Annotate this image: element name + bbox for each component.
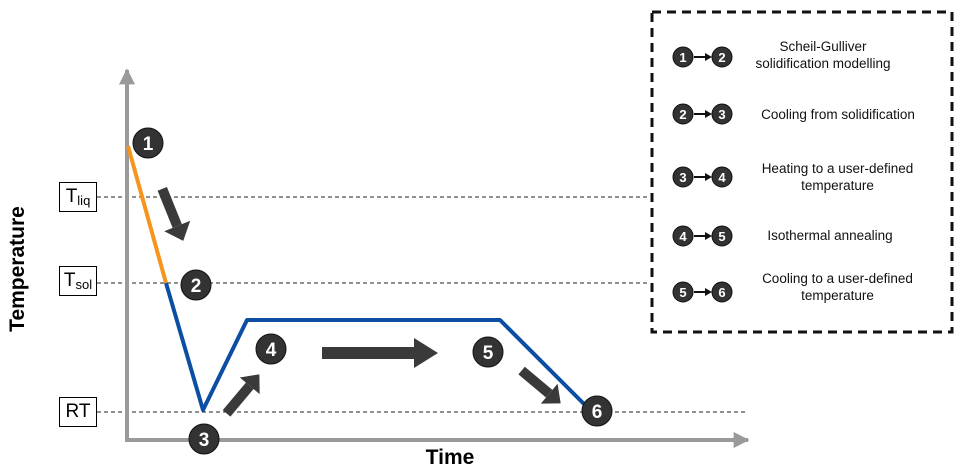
- tliq-label-sub: liq: [77, 193, 91, 208]
- legend-item-3-to-marker-label: 4: [718, 170, 726, 185]
- legend-icons: 1 2 2 3 3 4 4 5 5 6: [672, 46, 733, 303]
- legend-text-3: Heating to a user-defined temperature: [761, 161, 914, 193]
- arrow-final-cooling: [518, 366, 561, 404]
- legend-item-5-to-marker-label: 6: [718, 285, 725, 300]
- arrow-annealing: [322, 338, 438, 368]
- stage-marker-4: 4: [255, 333, 287, 365]
- tsol-label: Tsol: [59, 266, 97, 296]
- stage-marker-1: 1: [132, 127, 164, 159]
- stage-marker-6-label: 6: [592, 402, 603, 423]
- rt-label-main: RT: [65, 401, 91, 422]
- y-axis-title: Temperature: [6, 206, 29, 332]
- legend-text-2: Cooling from solidification: [761, 107, 915, 122]
- legend-item-5-from-marker: [672, 281, 694, 303]
- stage-marker-5: 5: [472, 336, 504, 368]
- legend-text-5: Cooling to a user-defined temperature: [762, 271, 913, 303]
- legend-item-1-to-marker: [711, 46, 733, 68]
- legend-item-2-from-marker: [672, 103, 694, 125]
- legend-item-2-arrow-head: [705, 110, 712, 118]
- legend-item-2-from-marker-label: 2: [679, 107, 686, 122]
- legend-item-4-from-marker-label: 4: [679, 229, 687, 244]
- legend-item-3-from-marker: [672, 166, 694, 188]
- thermal-process-line: [164, 282, 592, 412]
- stage-marker-6: 6: [581, 395, 613, 427]
- legend-item-5-from-marker-label: 5: [679, 285, 686, 300]
- tsol-label-main: T: [63, 270, 76, 291]
- legend-text-1: Scheil-Gulliver solidification modelling: [755, 39, 891, 71]
- tsol-label-sub: sol: [75, 277, 93, 292]
- stage-marker-2: 2: [180, 269, 212, 301]
- legend-item-1-from-marker-label: 1: [679, 50, 686, 65]
- arrow-cooling-from-liquid: [157, 187, 191, 241]
- stage-marker-1-label: 1: [143, 134, 154, 155]
- tliq-label: Tliq: [59, 182, 97, 212]
- tliq-label-main: T: [65, 186, 78, 207]
- legend-item-3-from-marker-label: 3: [679, 170, 686, 185]
- legend-item-4-from-marker: [672, 225, 694, 247]
- legend-item-1-arrow-head: [705, 53, 712, 61]
- legend-item-1-to-marker-label: 2: [718, 50, 725, 65]
- solidification-segment: [126, 145, 168, 284]
- legend-item-4-arrow-head: [705, 232, 712, 240]
- legend-item-4-to-marker-label: 5: [718, 229, 725, 244]
- legend-item-5-to-marker: [711, 281, 733, 303]
- rt-label: RT: [59, 397, 97, 427]
- legend-item-3-arrow-head: [705, 173, 712, 181]
- legend-item-1-from-marker: [672, 46, 694, 68]
- stage-marker-4-label: 4: [266, 340, 277, 361]
- stage-marker-3-label: 3: [199, 430, 210, 451]
- stage-marker-5-label: 5: [483, 343, 494, 364]
- legend-item-2-to-marker: [711, 103, 733, 125]
- legend-item-5-arrow-head: [705, 288, 712, 296]
- x-axis-title: Time: [425, 446, 475, 469]
- stage-marker-2-label: 2: [191, 276, 202, 297]
- arrow-heating: [222, 374, 260, 417]
- legend-text-4: Isothermal annealing: [767, 228, 893, 243]
- legend-item-4-to-marker: [711, 225, 733, 247]
- legend-box: [650, 10, 954, 334]
- legend-item-2-to-marker-label: 3: [718, 107, 725, 122]
- legend-item-3-to-marker: [711, 166, 733, 188]
- stage-marker-3: 3: [188, 423, 220, 455]
